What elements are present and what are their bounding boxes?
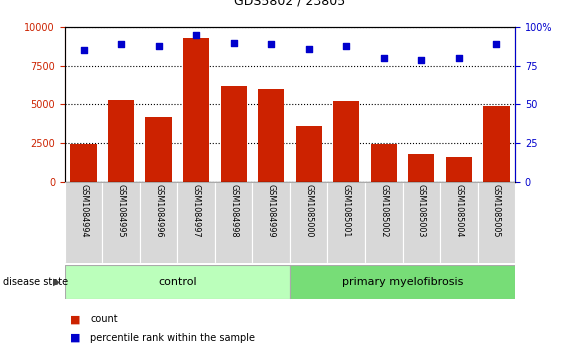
- Bar: [145, 117, 172, 182]
- Bar: [333, 101, 359, 182]
- Text: ■: ■: [70, 314, 81, 325]
- Text: GSM1085005: GSM1085005: [492, 184, 501, 237]
- Bar: [70, 144, 97, 182]
- Bar: [370, 144, 397, 182]
- Point: [304, 46, 313, 52]
- Point: [342, 43, 351, 49]
- Bar: [65, 265, 290, 299]
- Text: primary myelofibrosis: primary myelofibrosis: [342, 277, 463, 287]
- Bar: [296, 126, 322, 182]
- Point: [454, 55, 463, 61]
- Bar: [328, 182, 365, 263]
- Bar: [483, 106, 510, 182]
- Bar: [290, 182, 328, 263]
- Point: [229, 40, 238, 45]
- Text: ■: ■: [70, 333, 81, 343]
- Text: control: control: [158, 277, 196, 287]
- Bar: [290, 265, 515, 299]
- Point: [154, 43, 163, 49]
- Bar: [108, 100, 134, 182]
- Bar: [252, 182, 290, 263]
- Point: [117, 41, 126, 47]
- Text: GSM1085001: GSM1085001: [342, 184, 351, 237]
- Text: percentile rank within the sample: percentile rank within the sample: [90, 333, 255, 343]
- Bar: [365, 182, 403, 263]
- Text: GSM1085002: GSM1085002: [379, 184, 388, 237]
- Text: GDS5802 / 23805: GDS5802 / 23805: [234, 0, 346, 7]
- Text: GSM1084999: GSM1084999: [267, 184, 276, 237]
- Bar: [215, 182, 252, 263]
- Bar: [477, 182, 515, 263]
- Text: GSM1084994: GSM1084994: [79, 184, 88, 237]
- Text: GSM1084998: GSM1084998: [229, 184, 238, 237]
- Text: GSM1084997: GSM1084997: [191, 184, 200, 237]
- Bar: [440, 182, 477, 263]
- Bar: [408, 154, 435, 182]
- Point: [267, 41, 276, 47]
- Point: [417, 57, 426, 62]
- Bar: [446, 157, 472, 182]
- Bar: [102, 182, 140, 263]
- Text: GSM1085000: GSM1085000: [304, 184, 313, 237]
- Bar: [403, 182, 440, 263]
- Point: [379, 55, 388, 61]
- Text: GSM1085004: GSM1085004: [454, 184, 463, 237]
- Text: GSM1084995: GSM1084995: [117, 184, 126, 237]
- Text: GSM1084996: GSM1084996: [154, 184, 163, 237]
- Bar: [65, 182, 102, 263]
- Point: [79, 48, 88, 53]
- Text: GSM1085003: GSM1085003: [417, 184, 426, 237]
- Text: disease state: disease state: [3, 277, 68, 287]
- Point: [191, 32, 200, 38]
- Bar: [258, 89, 284, 182]
- Bar: [183, 38, 209, 182]
- Bar: [140, 182, 177, 263]
- Text: count: count: [90, 314, 118, 325]
- Bar: [177, 182, 215, 263]
- Bar: [221, 86, 247, 182]
- Point: [492, 41, 501, 47]
- Text: ▶: ▶: [53, 277, 60, 287]
